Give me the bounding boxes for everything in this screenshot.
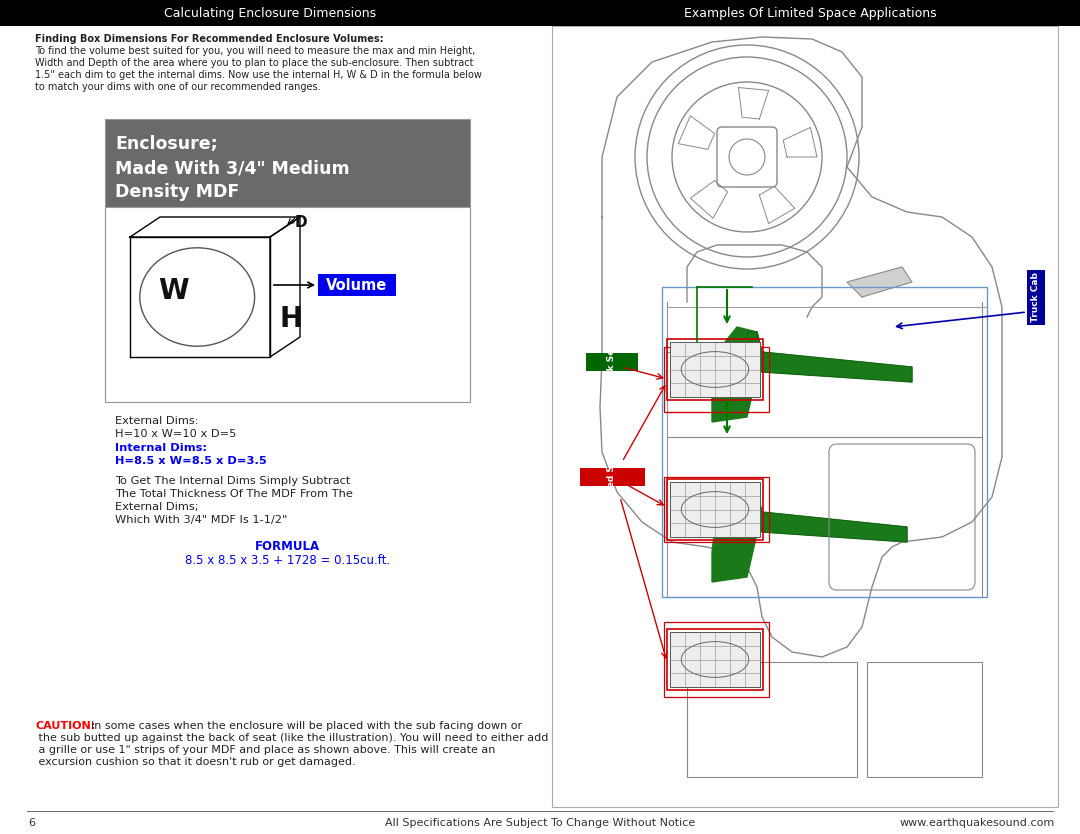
Text: to match your dims with one of our recommended ranges.: to match your dims with one of our recom…: [35, 82, 321, 92]
Text: Calculating Enclosure Dimensions: Calculating Enclosure Dimensions: [164, 7, 376, 19]
Text: External Dims;: External Dims;: [114, 502, 199, 512]
Text: Truck Seats: Truck Seats: [607, 333, 617, 392]
Bar: [664, 622, 769, 697]
Bar: [0, 0, 1080, 26]
Text: The Total Thickness Of The MDF From The: The Total Thickness Of The MDF From The: [114, 489, 353, 499]
Bar: [1027, 269, 1045, 324]
Text: Limited Space: Limited Space: [607, 441, 617, 513]
Bar: [667, 307, 987, 597]
Bar: [667, 339, 762, 400]
Text: excursion cushion so that it doesn't rub or get damaged.: excursion cushion so that it doesn't rub…: [35, 757, 355, 767]
Text: H: H: [280, 304, 303, 333]
Text: D: D: [295, 215, 308, 230]
Text: the sub butted up against the back of seat (like the illustration). You will nee: the sub butted up against the back of se…: [35, 733, 549, 743]
Polygon shape: [747, 332, 912, 382]
Text: CAUTION:: CAUTION:: [35, 721, 95, 731]
Text: 6: 6: [28, 818, 35, 828]
Text: 1.5" each dim to get the internal dims. Now use the internal H, W & D in the for: 1.5" each dim to get the internal dims. …: [35, 70, 482, 80]
Bar: [664, 477, 769, 542]
Text: Density MDF: Density MDF: [114, 183, 240, 201]
Text: External Dims:: External Dims:: [114, 416, 199, 426]
Text: Internal Dims:: Internal Dims:: [114, 443, 207, 453]
Bar: [552, 26, 1058, 807]
Text: FORMULA: FORMULA: [255, 540, 320, 553]
Bar: [667, 629, 762, 690]
Text: a grille or use 1" strips of your MDF and place as shown above. This will create: a grille or use 1" strips of your MDF an…: [35, 745, 496, 755]
Bar: [105, 119, 470, 402]
Text: Volume: Volume: [326, 278, 388, 293]
Text: To Get The Internal Dims Simply Subtract: To Get The Internal Dims Simply Subtract: [114, 476, 350, 486]
Text: All Specifications Are Subject To Change Without Notice: All Specifications Are Subject To Change…: [384, 818, 696, 828]
Text: 8.5 x 8.5 x 3.5 + 1728 = 0.15cu.ft.: 8.5 x 8.5 x 3.5 + 1728 = 0.15cu.ft.: [185, 554, 390, 567]
Text: Made With 3/4" Medium: Made With 3/4" Medium: [114, 159, 350, 177]
Bar: [867, 662, 982, 777]
Bar: [318, 274, 396, 296]
Bar: [664, 347, 769, 412]
Text: W: W: [158, 277, 189, 305]
Text: H=10 x W=10 x D=5: H=10 x W=10 x D=5: [114, 429, 237, 439]
Text: Width and Depth of the area where you to plan to place the sub-enclosure. Then s: Width and Depth of the area where you to…: [35, 58, 473, 68]
Polygon shape: [747, 492, 907, 542]
Bar: [667, 479, 762, 540]
Bar: [105, 119, 470, 207]
Polygon shape: [712, 327, 762, 422]
Bar: [670, 632, 760, 687]
Polygon shape: [712, 487, 762, 582]
Bar: [687, 662, 858, 777]
Text: H=8.5 x W=8.5 x D=3.5: H=8.5 x W=8.5 x D=3.5: [114, 456, 267, 466]
Text: To find the volume best suited for you, you will need to measure the max and min: To find the volume best suited for you, …: [35, 46, 475, 56]
Text: Finding Box Dimensions For Recommended Enclosure Volumes:: Finding Box Dimensions For Recommended E…: [35, 34, 383, 44]
Bar: [662, 287, 987, 597]
Text: www.earthquakesound.com: www.earthquakesound.com: [900, 818, 1055, 828]
Bar: [105, 207, 470, 402]
Polygon shape: [847, 267, 912, 297]
Text: In some cases when the enclosure will be placed with the sub facing down or: In some cases when the enclosure will be…: [91, 721, 522, 731]
Text: Truck Cab: Truck Cab: [1031, 272, 1040, 322]
Bar: [670, 342, 760, 397]
Bar: [580, 468, 645, 486]
Text: Which With 3/4" MDF Is 1-1/2": Which With 3/4" MDF Is 1-1/2": [114, 515, 287, 525]
Text: Examples Of Limited Space Applications: Examples Of Limited Space Applications: [684, 7, 936, 19]
Bar: [586, 353, 638, 371]
Text: Enclosure;: Enclosure;: [114, 135, 218, 153]
Bar: [670, 482, 760, 537]
